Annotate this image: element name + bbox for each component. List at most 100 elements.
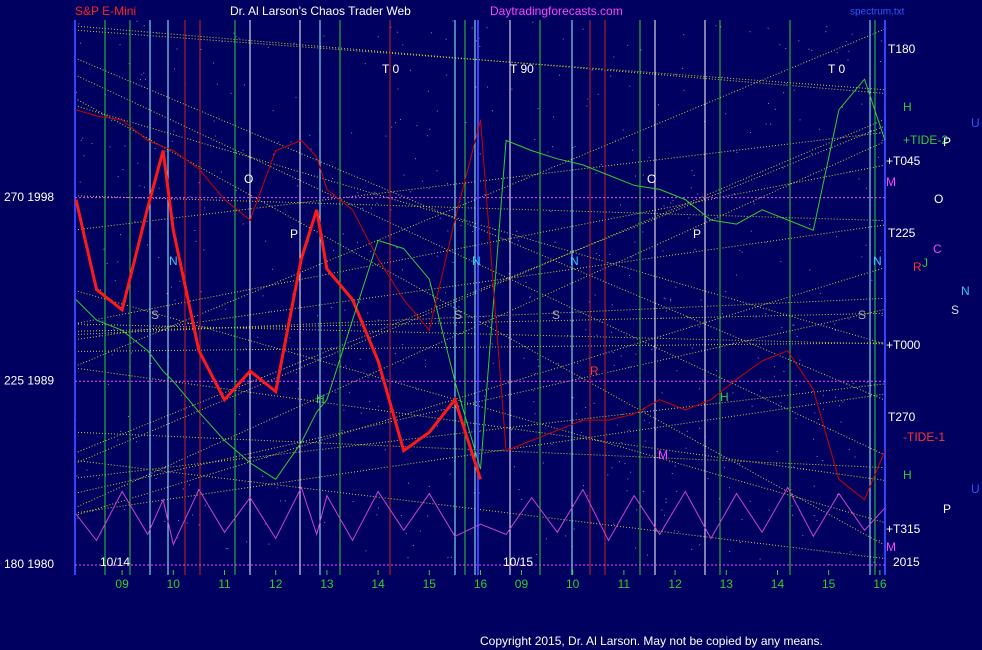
star	[663, 205, 665, 207]
star	[182, 488, 184, 490]
harmonic-line	[74, 323, 886, 345]
star	[793, 466, 795, 468]
star	[396, 247, 398, 249]
star	[532, 390, 534, 392]
star	[809, 223, 811, 225]
star	[106, 262, 108, 264]
star	[552, 116, 554, 118]
star	[785, 47, 787, 49]
star	[718, 498, 720, 500]
copyright: Copyright 2015, Dr. Al Larson. May not b…	[480, 634, 823, 648]
star	[809, 269, 811, 271]
star	[517, 240, 519, 242]
star	[401, 269, 403, 271]
star	[729, 551, 731, 553]
star	[335, 391, 337, 393]
star	[369, 400, 371, 402]
star	[537, 108, 539, 110]
star	[405, 532, 407, 534]
star	[450, 556, 452, 558]
star	[395, 122, 397, 124]
star	[407, 557, 409, 559]
star	[367, 376, 369, 378]
star	[416, 388, 418, 390]
star	[317, 315, 319, 317]
star	[871, 279, 873, 281]
star	[473, 492, 475, 494]
star	[776, 463, 778, 465]
star	[671, 472, 673, 474]
star	[446, 182, 448, 184]
star	[585, 329, 587, 331]
x-tick-label: 12	[668, 577, 682, 591]
star	[111, 354, 113, 356]
star	[881, 314, 883, 316]
star	[351, 132, 353, 134]
star	[264, 523, 266, 525]
x-tick-label: 14	[371, 577, 385, 591]
star	[403, 174, 405, 176]
star	[683, 34, 685, 36]
star	[694, 248, 696, 250]
star	[741, 251, 743, 253]
star	[445, 38, 447, 40]
star	[400, 119, 402, 121]
harmonic-line	[74, 312, 886, 332]
star	[436, 425, 438, 427]
annotation: S	[858, 308, 866, 322]
star	[595, 172, 597, 174]
star	[309, 134, 311, 136]
star	[370, 251, 372, 253]
star	[235, 36, 237, 38]
star	[239, 413, 241, 415]
star	[681, 67, 683, 69]
star	[736, 151, 738, 153]
star	[877, 156, 879, 158]
star	[586, 105, 588, 107]
star	[331, 347, 333, 349]
harmonic-line	[74, 131, 886, 231]
star	[427, 515, 429, 517]
star	[879, 61, 881, 63]
star	[202, 422, 204, 424]
star	[298, 305, 300, 307]
star	[357, 192, 359, 194]
star	[533, 401, 535, 403]
star	[812, 391, 814, 393]
star	[690, 187, 692, 189]
star	[673, 530, 675, 532]
star	[173, 68, 175, 70]
star	[532, 21, 534, 23]
star	[665, 502, 667, 504]
star	[376, 202, 378, 204]
star	[534, 413, 536, 415]
star	[100, 289, 102, 291]
star	[849, 170, 851, 172]
star	[674, 465, 676, 467]
star	[156, 32, 158, 34]
star	[86, 325, 88, 327]
star	[567, 335, 569, 337]
star	[242, 149, 244, 151]
star	[585, 407, 587, 409]
annotation: R	[590, 364, 599, 378]
star	[452, 20, 454, 22]
star	[662, 250, 664, 252]
star	[297, 388, 299, 390]
star	[324, 521, 326, 523]
star	[562, 38, 564, 40]
right-label: +T000	[886, 338, 921, 352]
star	[574, 146, 576, 148]
star	[751, 405, 753, 407]
star	[416, 125, 418, 127]
star	[412, 544, 414, 546]
star	[245, 348, 247, 350]
star	[675, 286, 677, 288]
star	[770, 123, 772, 125]
star	[402, 362, 404, 364]
star	[642, 174, 644, 176]
star	[793, 324, 795, 326]
x-tick-label: 11	[218, 577, 231, 591]
star	[735, 274, 737, 276]
